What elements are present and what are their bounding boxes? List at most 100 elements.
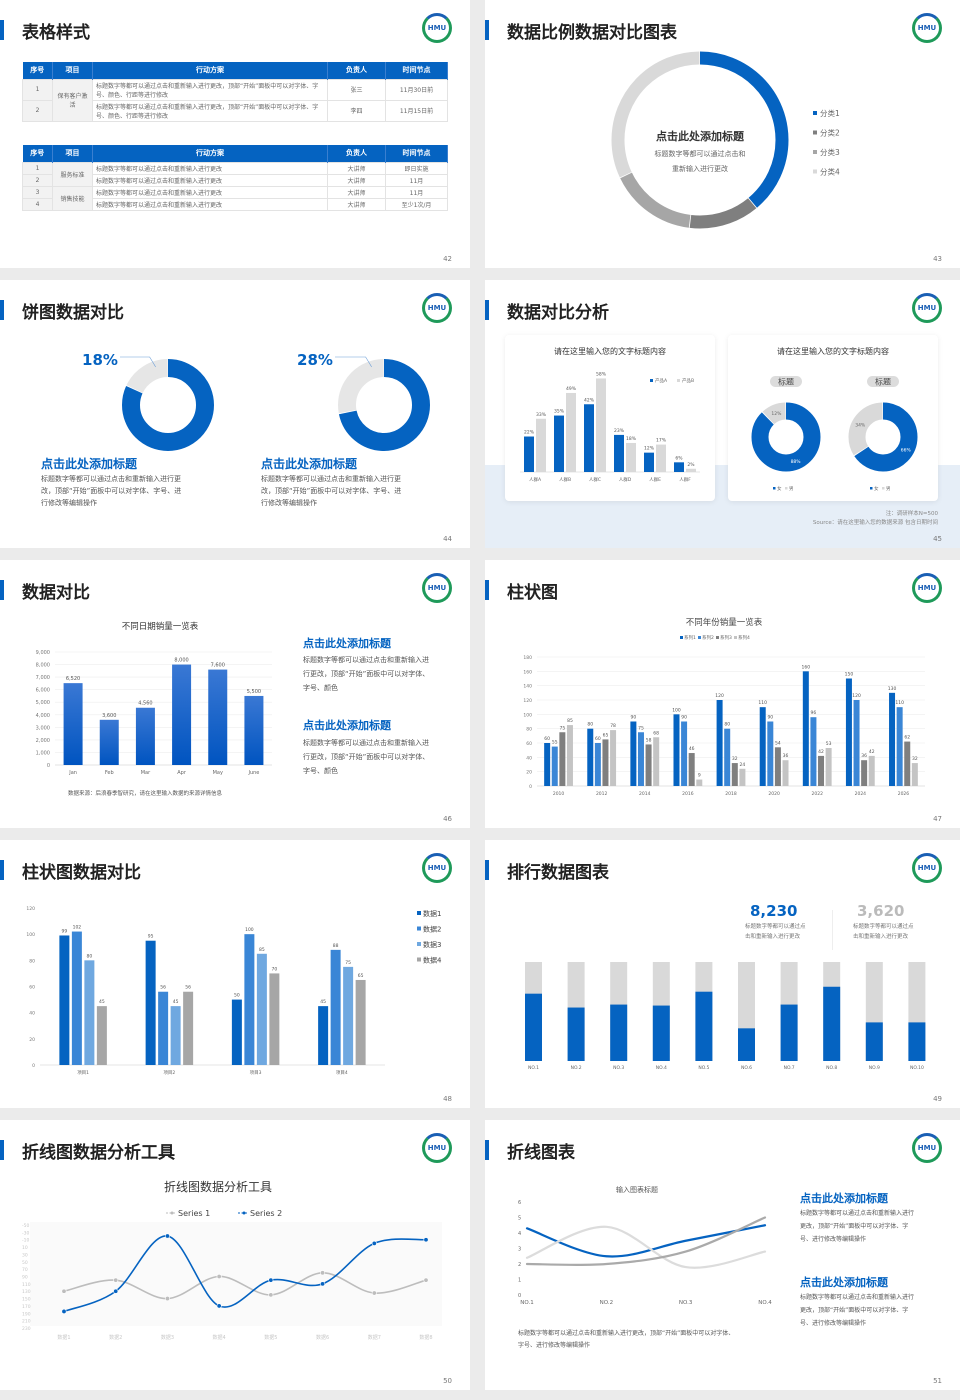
data-label: 46	[689, 746, 695, 752]
slide-title: 数据对比	[22, 583, 90, 603]
divider	[832, 910, 833, 950]
y-tick-label: 120	[26, 906, 35, 912]
data-label: 88	[333, 943, 339, 949]
col-header: 项目	[52, 145, 93, 162]
bar-项目1-数据3	[84, 960, 95, 1065]
text-line: 字号、颜色	[303, 684, 338, 692]
bar-项目2-数据3	[170, 1006, 181, 1065]
text-line: 击和重新输入进行更改	[853, 934, 909, 940]
data-point	[371, 1290, 377, 1296]
legend-swatch	[680, 636, 683, 639]
cell: 标题数字等都可以通过点击和重新输入进行更改	[92, 173, 328, 187]
item-text: 标题数字等都可以通过点击和重新输入进行更改，顶部“开始”面板中可以对字体、字号、…	[261, 473, 401, 509]
bar-项目4-数据3	[343, 966, 354, 1065]
y-tick-label: 210	[22, 1319, 31, 1325]
data-label: 75	[345, 960, 351, 966]
slide-title: 数据对比分析	[507, 303, 609, 323]
bar-人群F-产品B	[686, 468, 696, 472]
y-tick-label: 3,000	[36, 725, 50, 731]
bar-2018-系列1	[716, 700, 723, 786]
text-line: 字号、颜色	[303, 767, 338, 775]
bar-人群B-产品B	[566, 392, 576, 472]
y-tick-label: 190	[22, 1311, 31, 1317]
y-tick-label: 100	[523, 712, 532, 718]
data-point	[423, 1237, 429, 1243]
x-tick-label: NO.2	[600, 1300, 613, 1306]
x-tick-label: Jan	[68, 770, 77, 776]
bar-2026-系列1	[889, 692, 896, 786]
data-label: 80	[87, 953, 93, 959]
cell: 3	[22, 185, 53, 199]
x-tick-label: 数据7	[368, 1334, 381, 1341]
slide-46: 数据对比 HMU 不同日期销量一览表 0 1,000 2,000 3,000 4,000 5…	[0, 560, 470, 828]
cell: 标题数字等都可以通过点击和重新输入进行更改	[92, 185, 328, 199]
data-point	[268, 1292, 274, 1298]
col-header: 行动方案	[92, 62, 328, 79]
data-label: 18%	[626, 436, 637, 442]
legend-label: 数据4	[423, 956, 442, 965]
slide-title: 折线图表	[507, 1143, 575, 1163]
data-label: 130	[888, 686, 897, 692]
data-label: 90	[681, 715, 687, 721]
action-table-2: 序号 项目 行动方案 负责人 时间节点 1 服务标准 标题数字等都可以通过点击和重新输入进行…	[22, 145, 448, 211]
y-tick-label: 70	[22, 1267, 28, 1273]
data-point	[423, 1277, 429, 1283]
legend-swatch	[417, 911, 421, 915]
donut-slice-2	[848, 402, 918, 472]
x-tick-label: 数据2	[109, 1334, 122, 1341]
data-label: 110	[758, 700, 767, 706]
item-text: 标题数字等都可以通过点击和重新输入进行更改，顶部“开始”面板中可以对字体、字号、…	[800, 1291, 914, 1330]
bar-项目4-数据1	[318, 1006, 329, 1065]
cell: 4	[22, 197, 53, 211]
bar-2018-系列2	[724, 728, 731, 786]
cell: 1	[22, 78, 53, 101]
data-label: 75	[559, 725, 565, 731]
data-label: 8,000	[174, 658, 188, 664]
x-tick-label: NO.9	[869, 1065, 880, 1071]
accent-bar	[485, 860, 489, 880]
x-tick-label: 2010	[553, 791, 565, 797]
col-header: 行动方案	[92, 145, 328, 162]
slide-title: 柱状图	[507, 583, 558, 603]
col-header: 项目	[52, 62, 93, 79]
x-tick-label: NO.1	[528, 1065, 539, 1071]
legend-label: 男	[886, 486, 891, 492]
y-tick-label: 160	[523, 669, 532, 675]
logo: HMU	[422, 573, 452, 603]
col-header: 负责人	[327, 62, 386, 79]
legend-swatch	[650, 379, 653, 382]
y-tick-label: 10	[22, 1245, 28, 1251]
y-tick-label: 2	[518, 1262, 521, 1268]
data-label: 80	[587, 722, 593, 728]
logo: HMU	[912, 13, 942, 43]
logo: HMU	[912, 1133, 942, 1163]
data-label: 85	[259, 947, 265, 953]
series-line-Series 2	[63, 1235, 427, 1313]
bar-人群C-产品A	[584, 404, 594, 472]
text-line: 行修改等编辑操作	[41, 499, 97, 507]
x-tick-label: NO.2	[571, 1065, 582, 1071]
table-row: 2 标题数字等都可以通过点击和重新输入进行更改，顶部“开始”面板中可以对字体、字号…	[22, 99, 448, 122]
text-line: 标题数字等都可以通过点击和重新输入进	[303, 739, 429, 747]
text-line: 改，顶部“开始”面板中可以对字体、字号、进	[261, 487, 402, 495]
data-label: 90	[631, 715, 637, 721]
y-tick-label: 80	[29, 958, 35, 964]
legend-label: 分类4	[820, 167, 840, 177]
legend-label: 系列3	[720, 634, 732, 641]
x-tick-label: 人群D	[619, 476, 632, 483]
x-tick-label: June	[247, 770, 259, 776]
y-tick-label: 50	[22, 1260, 28, 1266]
y-tick-label: 4,000	[36, 713, 50, 719]
y-tick-label: 60	[29, 985, 35, 991]
data-point	[164, 1233, 170, 1239]
cell: 大讲师	[327, 173, 386, 187]
bar-项目3-数据1	[231, 999, 242, 1065]
cell: 保有客户激活	[52, 78, 93, 122]
table-row: 4 标题数字等都可以通过点击和重新输入进行更改 大讲师 至少1次/月	[22, 197, 448, 211]
cell: 即日实施	[385, 161, 448, 175]
data-point	[371, 1240, 377, 1246]
data-label: 66%	[901, 448, 912, 454]
y-tick-label: -50	[22, 1223, 29, 1229]
